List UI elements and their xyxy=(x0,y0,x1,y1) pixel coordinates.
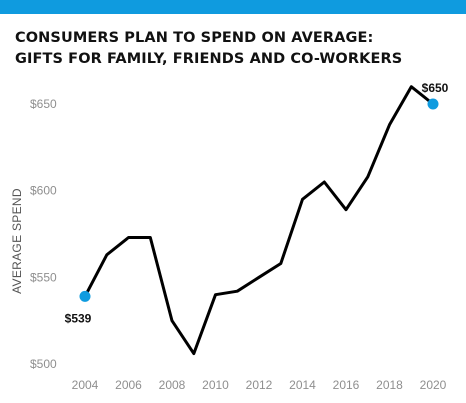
y-axis-label: AVERAGE SPEND xyxy=(10,188,24,294)
x-tick-label: 2012 xyxy=(246,378,273,392)
x-tick-label: 2004 xyxy=(72,378,99,392)
y-tick-label: $500 xyxy=(30,357,57,371)
top-accent-bar xyxy=(0,0,466,14)
y-tick-label: $650 xyxy=(30,97,57,111)
x-tick-label: 2006 xyxy=(115,378,142,392)
chart-title: CONSUMERS PLAN TO SPEND ON AVERAGE: GIFT… xyxy=(15,28,455,70)
y-tick-label: $600 xyxy=(30,184,57,198)
x-tick-label: 2014 xyxy=(289,378,316,392)
data-point-marker xyxy=(79,290,91,302)
endpoint-markers xyxy=(79,98,439,302)
chart-title-line-1: CONSUMERS PLAN TO SPEND ON AVERAGE: xyxy=(15,30,374,46)
x-tick-label: 2016 xyxy=(333,378,360,392)
data-label: $539 xyxy=(65,311,92,325)
x-tick-label: 2018 xyxy=(376,378,403,392)
data-labels: $539 $650 xyxy=(65,81,449,325)
data-point-marker xyxy=(427,98,439,110)
x-tick-label: 2020 xyxy=(420,378,447,392)
spend-series-line xyxy=(83,85,435,356)
x-tick-label: 2008 xyxy=(159,378,186,392)
chart-title-line-2: GIFTS FOR FAMILY, FRIENDS AND CO-WORKERS xyxy=(15,51,403,67)
x-tick-label: 2010 xyxy=(202,378,229,392)
data-label: $650 xyxy=(422,81,449,95)
x-axis-ticks: 2004 2006 2008 2010 2012 2014 2016 2018 2020 xyxy=(72,378,447,392)
y-tick-label: $550 xyxy=(30,270,57,284)
y-axis-ticks: $500 $550 $600 $650 xyxy=(30,97,57,371)
